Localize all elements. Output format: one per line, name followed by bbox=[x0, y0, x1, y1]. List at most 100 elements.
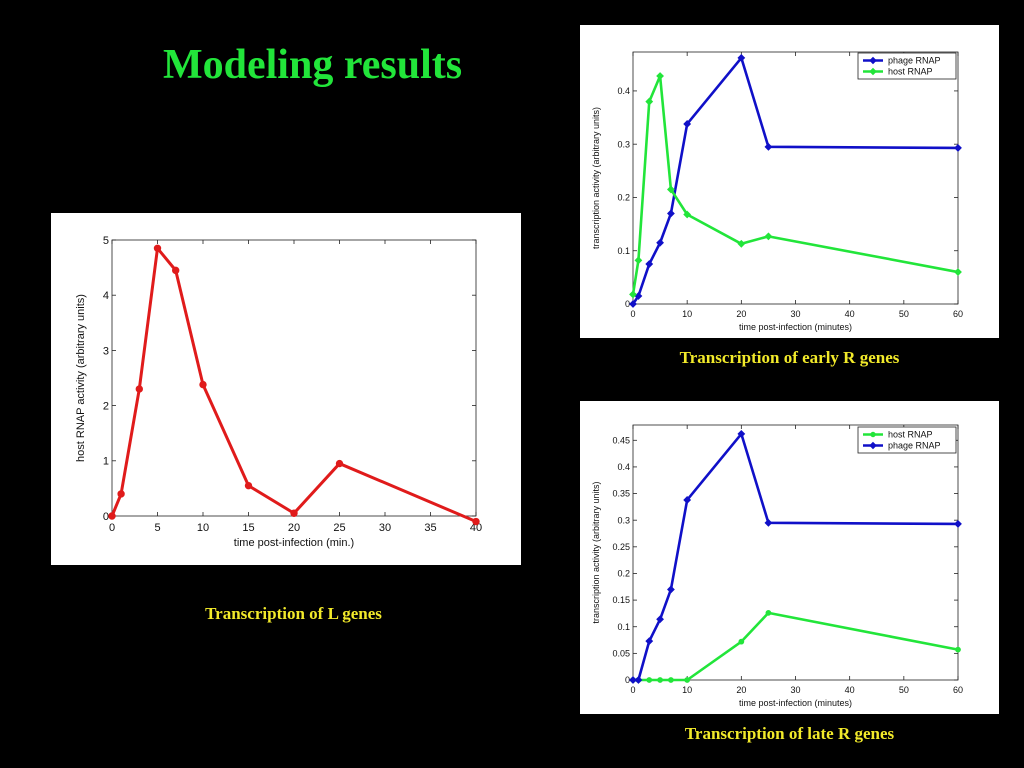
series-0-point bbox=[290, 509, 298, 517]
x-tick-label: 20 bbox=[736, 685, 746, 695]
series-0-point bbox=[668, 677, 674, 683]
l-genes-chart-panel: 0 5 10 15 20 25 30 35 40 0 1 2 3 4 5 time post-infectio… bbox=[51, 213, 521, 565]
series-0-point bbox=[472, 517, 480, 526]
x-tick-label: 60 bbox=[953, 685, 963, 695]
y-tick-label: 0.1 bbox=[617, 246, 630, 256]
x-tick-label: 50 bbox=[899, 685, 909, 695]
series-0-point bbox=[955, 646, 961, 653]
series-1-point bbox=[683, 496, 692, 504]
series-1-point bbox=[764, 518, 773, 527]
y-tick-label: 0.15 bbox=[612, 595, 630, 605]
series-1-point bbox=[656, 615, 664, 624]
y-ticks: 0 0.05 0.1 0.15 0.2 0.25 0.3 0.35 0.4 0.45 bbox=[612, 435, 958, 685]
series-1-point bbox=[645, 637, 654, 646]
series-1-point bbox=[629, 676, 637, 684]
series-1-point bbox=[629, 290, 637, 299]
series-0-point bbox=[135, 385, 144, 393]
legend-1-marker bbox=[869, 441, 877, 450]
series-0-point bbox=[335, 459, 344, 468]
series-0-point bbox=[646, 677, 653, 683]
legend-1-label: host RNAP bbox=[888, 67, 933, 77]
series-0-point bbox=[764, 142, 773, 151]
series-0-point bbox=[738, 638, 745, 645]
series-0-point bbox=[172, 266, 180, 275]
late-r-genes-caption: Transcription of late R genes bbox=[684, 724, 895, 743]
y-axis-label: transcription activity (arbitrary units) bbox=[591, 481, 601, 623]
slide-title: Modeling results bbox=[163, 42, 463, 88]
x-tick-label: 20 bbox=[288, 522, 300, 534]
y-tick-label: 2 bbox=[103, 400, 109, 412]
series-1 bbox=[629, 72, 962, 299]
series-1-point bbox=[667, 585, 675, 594]
y-tick-label: 0 bbox=[625, 299, 630, 309]
series-1-point bbox=[954, 268, 962, 276]
legend-0-label: phage RNAP bbox=[888, 56, 941, 66]
series-0-line bbox=[631, 56, 959, 305]
x-tick-label: 40 bbox=[845, 309, 855, 319]
y-tick-label: 5 bbox=[103, 235, 109, 247]
series-1-point bbox=[634, 676, 643, 684]
series-0-point bbox=[684, 677, 691, 683]
x-tick-label: 35 bbox=[424, 522, 436, 534]
x-axis-label: time post-infection (min.) bbox=[234, 537, 354, 549]
x-tick-label: 0 bbox=[109, 522, 115, 534]
y-tick-label: 0 bbox=[625, 675, 630, 685]
series-0-line bbox=[633, 611, 959, 682]
x-axis-label: time post-infection (minutes) bbox=[739, 322, 852, 332]
x-tick-label: 40 bbox=[470, 522, 482, 534]
plot-frame bbox=[632, 51, 959, 305]
series-0-point bbox=[117, 490, 125, 498]
y-tick-label: 0.2 bbox=[617, 569, 630, 579]
legend-1-marker bbox=[869, 67, 877, 76]
y-tick-label: 0.1 bbox=[617, 622, 630, 632]
y-axis-label: transcription activity (arbitrary units) bbox=[591, 107, 601, 249]
x-tick-label: 0 bbox=[630, 309, 635, 319]
series-0-point bbox=[737, 53, 746, 62]
series-1 bbox=[629, 429, 962, 684]
series-0-point bbox=[199, 380, 207, 389]
y-ticks: 0 0.1 0.2 0.3 0.4 bbox=[617, 86, 958, 309]
series-0 bbox=[630, 609, 961, 683]
y-tick-label: 0.4 bbox=[617, 462, 630, 472]
x-tick-label: 15 bbox=[242, 522, 254, 534]
early-r-genes-chart: 0 10 20 30 40 50 60 0 0.1 0.2 0.3 0.4 time post-infe… bbox=[591, 51, 963, 332]
series-0-point bbox=[765, 609, 772, 616]
legend-0-marker bbox=[870, 431, 876, 438]
y-tick-label: 0.45 bbox=[612, 435, 630, 445]
x-tick-label: 5 bbox=[154, 522, 160, 534]
series-1-point bbox=[656, 72, 664, 80]
y-tick-label: 0.4 bbox=[617, 86, 630, 96]
y-tick-label: 0.3 bbox=[617, 139, 630, 149]
y-tick-label: 0.35 bbox=[612, 489, 630, 499]
legend-0-marker bbox=[869, 56, 877, 65]
x-tick-label: 60 bbox=[953, 309, 963, 319]
l-genes-chart: 0 5 10 15 20 25 30 35 40 0 1 2 3 4 5 time post-infectio… bbox=[75, 235, 482, 549]
x-tick-label: 50 bbox=[899, 309, 909, 319]
y-tick-label: 0.3 bbox=[617, 515, 630, 525]
y-tick-label: 0.25 bbox=[612, 542, 630, 552]
series-0-point bbox=[153, 244, 162, 252]
series-1-point bbox=[634, 256, 643, 265]
x-tick-label: 10 bbox=[197, 522, 209, 534]
series-1-line bbox=[631, 74, 959, 295]
series-0-point bbox=[656, 238, 664, 247]
legend-0-label: host RNAP bbox=[888, 430, 933, 440]
early-r-genes-caption: Transcription of early R genes bbox=[679, 348, 900, 367]
early-r-genes-chart-panel: 0 10 20 30 40 50 60 0 0.1 0.2 0.3 0.4 time post-infe… bbox=[580, 25, 999, 338]
y-tick-label: 0.05 bbox=[612, 649, 630, 659]
x-axis-label: time post-infection (minutes) bbox=[739, 698, 852, 708]
y-tick-label: 0.2 bbox=[617, 193, 630, 203]
series-1-line bbox=[633, 432, 959, 682]
series-0-point bbox=[657, 677, 663, 683]
y-tick-label: 3 bbox=[103, 345, 109, 357]
series-0-point bbox=[108, 512, 116, 520]
y-tick-label: 0 bbox=[103, 511, 109, 523]
series-0-line bbox=[110, 246, 477, 523]
series-0-point bbox=[683, 120, 692, 128]
series-0-point bbox=[629, 300, 637, 308]
y-tick-label: 1 bbox=[103, 456, 109, 468]
series-0 bbox=[629, 53, 962, 308]
x-tick-label: 10 bbox=[682, 685, 692, 695]
